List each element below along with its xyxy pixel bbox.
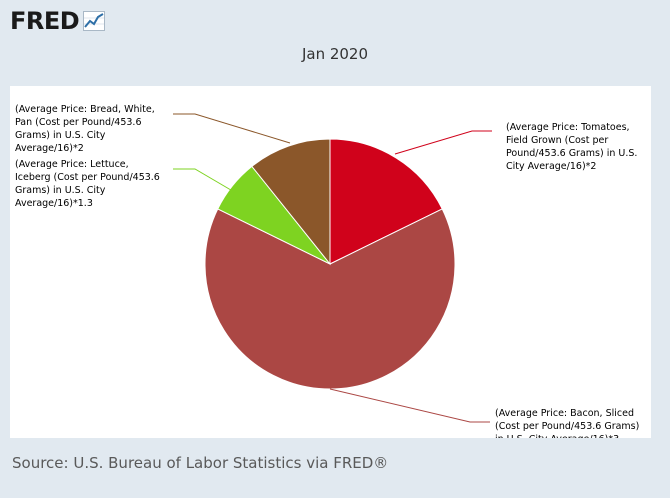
slice-label-line: in U.S. City Average/16)*3 — [495, 434, 619, 438]
logo-text: FRED — [10, 7, 80, 35]
pie-slice-3[interactable] — [251, 138, 331, 266]
slice-label-line: Field Grown (Cost per — [506, 135, 608, 146]
slice-label-line: Grams) in U.S. City — [15, 185, 106, 196]
source-note: Source: U.S. Bureau of Labor Statistics … — [12, 454, 389, 472]
plot-area: (Average Price: Tomatoes, Field Grown (Co… — [10, 86, 651, 438]
connector-line-0 — [394, 130, 492, 155]
slice-label-1: (Average Price: Bacon, Sliced (Cost per P… — [495, 408, 639, 438]
connector-line-2 — [173, 168, 237, 194]
chart-title: Jan 2020 — [301, 45, 369, 63]
slice-label-line: Iceberg (Cost per Pound/453.6 — [15, 172, 160, 183]
slice-label-line: City Average/16)*2 — [506, 161, 596, 172]
slice-label-3: (Average Price: Bread, White, Pan (Cost p… — [15, 104, 155, 154]
fred-logo[interactable]: FRED — [10, 7, 106, 35]
connector-line-1 — [329, 388, 490, 423]
pie-chart: (Average Price: Tomatoes, Field Grown (Co… — [15, 104, 639, 438]
connector-line-3 — [173, 113, 291, 144]
slice-label-line: Pan (Cost per Pound/453.6 — [15, 117, 141, 128]
slice-label-0: (Average Price: Tomatoes, Field Grown (Co… — [506, 122, 637, 172]
slice-label-2: (Average Price: Lettuce, Iceberg (Cost pe… — [15, 159, 160, 209]
slice-label-line: Pound/453.6 Grams) in U.S. — [506, 148, 637, 159]
pie-slice-1[interactable] — [204, 208, 456, 390]
slice-label-line: (Average Price: Tomatoes, — [506, 122, 630, 133]
slice-label-line: (Average Price: Bread, White, — [15, 104, 155, 115]
chart-line-icon — [83, 11, 106, 31]
slice-label-line: Grams) in U.S. City — [15, 130, 106, 141]
pie-slice-0[interactable] — [329, 138, 443, 265]
slice-label-line: (Cost per Pound/453.6 Grams) — [495, 421, 639, 432]
slice-label-line: Average/16)*2 — [15, 143, 84, 154]
slice-label-line: (Average Price: Bacon, Sliced — [495, 408, 634, 419]
slice-label-line: (Average Price: Lettuce, — [15, 159, 129, 170]
slice-label-line: Average/16)*1.3 — [15, 198, 93, 209]
